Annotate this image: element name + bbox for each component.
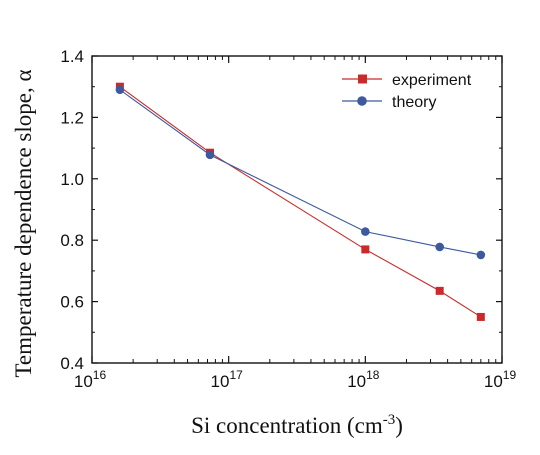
data-point-theory	[435, 242, 444, 252]
data-point-experiment	[476, 312, 485, 321]
y-tick-label: 1.0	[60, 170, 84, 189]
legend: experiment theory	[342, 72, 472, 111]
series-line-experiment	[119, 86, 482, 318]
axes: 0.4 0.6 0.8 1.0 1.2 1.4 1016 1017 1018 1019	[60, 47, 516, 391]
data-point-theory	[115, 85, 125, 95]
data-point-theory	[476, 250, 486, 260]
series-line-theory	[119, 89, 481, 256]
axis-titles: Si concentration (cm-3) Temperature depen…	[11, 69, 403, 438]
x-tick-label: 1017	[211, 368, 244, 391]
data-point-theory	[361, 227, 370, 236]
y-tick-label: 1.2	[60, 108, 84, 127]
legend-label-theory: theory	[392, 94, 436, 111]
data-point-experiment	[361, 245, 370, 254]
y-tick-label: 0.6	[60, 293, 84, 312]
data-point-experiment	[435, 286, 444, 295]
x-tick-label: 1016	[74, 368, 107, 391]
data-point-theory	[205, 150, 215, 160]
plot-area	[91, 55, 503, 364]
legend-marker-theory	[357, 96, 367, 106]
legend-marker-experiment	[358, 74, 367, 84]
series-group	[115, 82, 486, 321]
y-axis-title: Temperature dependence slope, α	[11, 69, 36, 377]
x-tick-label: 1018	[347, 368, 380, 391]
x-tick-label: 1019	[484, 368, 517, 391]
legend-label-experiment: experiment	[392, 72, 472, 89]
y-tick-label: 0.8	[60, 231, 84, 250]
y-tick-label: 1.4	[60, 47, 84, 66]
plot-frame	[91, 55, 503, 364]
y-tick-label: 0.4	[60, 354, 84, 373]
x-axis-title: Si concentration (cm-3)	[191, 412, 403, 438]
